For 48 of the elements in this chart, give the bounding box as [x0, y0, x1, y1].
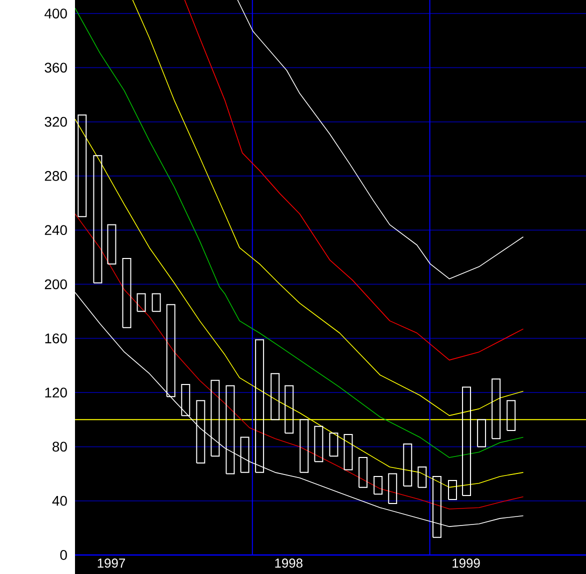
- y-tick-label: 320: [44, 116, 67, 127]
- bar: [492, 378, 501, 440]
- bar: [403, 444, 412, 486]
- bar: [196, 400, 206, 464]
- y-tick-label: 400: [44, 8, 67, 18]
- bar: [284, 385, 294, 434]
- x-tick-label: 1997: [98, 558, 125, 568]
- bar: [270, 373, 280, 420]
- y-tick-label: 120: [45, 388, 67, 398]
- bar: [448, 480, 457, 500]
- y-tick-label: 200: [44, 279, 67, 290]
- bar: [462, 386, 472, 496]
- line-series: [132, 0, 524, 416]
- bar: [358, 457, 368, 488]
- line-series: [237, 0, 524, 280]
- y-tick-label: 240: [44, 225, 67, 236]
- bar: [122, 258, 132, 328]
- bar: [226, 385, 235, 474]
- bar: [344, 434, 353, 470]
- y-tick-label: 160: [45, 333, 67, 344]
- bar: [477, 419, 486, 448]
- bar: [107, 224, 116, 264]
- bar: [418, 466, 427, 488]
- line-series: [75, 213, 524, 510]
- y-tick-label: 40: [52, 496, 67, 506]
- bar: [93, 155, 102, 284]
- y-tick-label: 280: [44, 171, 67, 181]
- bar: [388, 473, 398, 504]
- bar: [374, 476, 383, 495]
- line-series: [184, 0, 524, 360]
- bar: [166, 304, 176, 398]
- bar: [152, 293, 161, 312]
- bar: [314, 426, 324, 462]
- bar: [240, 436, 250, 473]
- bar: [300, 419, 309, 473]
- x-tick-label: 1999: [452, 558, 480, 568]
- y-tick-label: 360: [44, 62, 67, 73]
- bar: [329, 432, 338, 457]
- bar: [506, 400, 516, 431]
- line-series: [75, 8, 524, 458]
- bar: [210, 380, 220, 457]
- y-tick-label: 80: [52, 442, 67, 452]
- bar: [78, 114, 87, 218]
- y-tick-label: 0: [60, 550, 67, 560]
- bar: [136, 293, 146, 312]
- bar: [255, 339, 264, 473]
- x-tick-label: 1998: [275, 558, 302, 568]
- bar: [181, 384, 190, 416]
